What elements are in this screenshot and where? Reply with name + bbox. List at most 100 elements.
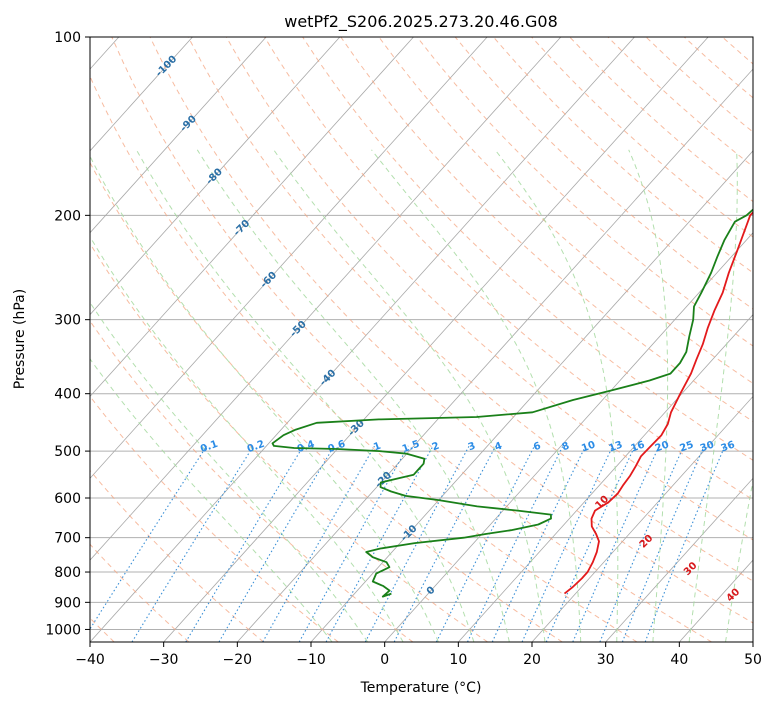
mixing-ratio-label: 10 xyxy=(580,439,597,454)
dry-adiabat-line xyxy=(378,37,753,385)
dry-adiabat-line xyxy=(454,37,753,310)
mixing-ratio-label: 8 xyxy=(561,441,571,454)
isotherm-line xyxy=(752,641,753,642)
y-tick-label: 500 xyxy=(54,444,81,460)
moist-adiabat-line xyxy=(273,149,546,642)
mixing-ratio-label: 0.6 xyxy=(327,439,347,455)
dry-adiabat-line xyxy=(225,37,753,541)
mixing-ratio-label: 20 xyxy=(654,439,671,454)
moist-adiabat-line xyxy=(90,235,404,642)
isotherm-line xyxy=(679,559,753,642)
dry-adiabat-line xyxy=(90,395,339,642)
isotherm-line xyxy=(90,37,341,316)
isotherm-line xyxy=(384,232,753,642)
x-tick-label: 40 xyxy=(670,652,688,668)
isotherm-line xyxy=(90,37,635,642)
moist-adiabat-label: 20 xyxy=(638,533,656,551)
x-axis-label: Temperature (°C) xyxy=(360,680,482,696)
moist-adiabat-line xyxy=(725,477,753,642)
isotherm-line xyxy=(458,313,753,642)
isotherm-line xyxy=(90,37,562,561)
mixing-ratio-label: 2 xyxy=(431,441,441,454)
mixing-ratio-label: 36 xyxy=(720,439,737,454)
y-tick-label: 900 xyxy=(54,595,81,611)
x-tick-label: −40 xyxy=(75,652,105,668)
mixing-ratio-line xyxy=(599,445,685,642)
x-tick-label: 30 xyxy=(597,652,615,668)
mixing-ratio-line xyxy=(131,445,254,642)
dry-adiabat-line xyxy=(90,469,264,642)
mixing-ratio-label: 30 xyxy=(699,439,716,454)
mixing-ratio-line xyxy=(467,445,564,642)
temperature-profile-line xyxy=(563,211,753,595)
x-tick-label: 20 xyxy=(523,652,541,668)
dry-adiabat-line xyxy=(531,37,753,238)
dry-adiabat-line xyxy=(90,320,414,642)
mixing-ratio-line xyxy=(218,445,335,642)
mixing-ratio-line xyxy=(185,445,304,642)
y-tick-label: 1000 xyxy=(45,622,81,638)
mixing-ratio-label: 16 xyxy=(629,439,646,454)
dry-adiabat-line xyxy=(493,37,753,274)
moist-adiabat-line xyxy=(688,149,738,642)
dry-adiabat-line xyxy=(607,37,753,168)
moist-adiabat-line xyxy=(628,149,669,642)
axes-layer: −40 −30 −20 −10 0 10 20 30 40 50 1000 900 800 700 600 5… xyxy=(45,30,762,668)
isotherm-line xyxy=(163,37,709,642)
dry-adiabat-line xyxy=(90,75,638,642)
dry-adiabat-line xyxy=(111,37,712,642)
mixing-ratio-label: 1 xyxy=(372,441,382,454)
mixing-ratio-line xyxy=(572,445,660,642)
dry-adiabat-line xyxy=(302,37,753,461)
moist-adiabat-line xyxy=(90,301,369,642)
y-tick-label: 200 xyxy=(54,208,81,224)
background-lines: -100-90-80-70-60-50-40-30-20-10010203040… xyxy=(90,37,753,642)
moist-adiabat-line xyxy=(371,149,582,642)
moist-adiabat-line xyxy=(494,149,619,642)
moist-adiabat-line xyxy=(90,358,333,642)
isotherm-line xyxy=(90,37,488,479)
dry-adiabat-line xyxy=(683,37,753,99)
x-tick-label: 10 xyxy=(449,652,467,668)
dry-adiabat-line xyxy=(416,37,753,347)
y-tick-label: 100 xyxy=(54,30,81,46)
mixing-ratio-line xyxy=(298,445,409,642)
mixing-ratio-line xyxy=(90,445,208,630)
mixing-ratio-line xyxy=(325,445,434,642)
y-tick-label: 400 xyxy=(54,387,81,403)
mixing-ratio-line xyxy=(435,445,535,642)
y-tick-label: 600 xyxy=(54,491,81,507)
plot-frame xyxy=(89,36,754,643)
isotherm-line xyxy=(90,37,414,398)
isotherm-line xyxy=(605,477,753,642)
dry-adiabat-line xyxy=(264,37,753,501)
mixing-ratio-line xyxy=(491,445,587,642)
mixing-ratio-label: 0.1 xyxy=(199,439,219,455)
mixing-ratio-line xyxy=(644,445,726,642)
moist-adiabat-line xyxy=(135,149,475,642)
dry-adiabat-line xyxy=(187,37,753,582)
series-layer xyxy=(271,208,753,598)
dry-adiabat-line xyxy=(645,37,753,133)
y-tick-label: 700 xyxy=(54,531,81,547)
dry-adiabat-line xyxy=(90,161,563,642)
isotherm-line xyxy=(531,395,753,642)
mixing-ratio-label: 3 xyxy=(467,441,477,454)
mixing-ratio-label: 0.2 xyxy=(246,439,266,455)
chart-title: wetPf2_S206.2025.273.20.46.G08 xyxy=(284,12,558,32)
isotherm-line xyxy=(90,37,193,152)
dewpoint-profile-line xyxy=(271,208,753,598)
x-tick-label: −30 xyxy=(149,652,179,668)
dry-adiabat-line xyxy=(149,37,753,624)
moist-adiabat-label: 30 xyxy=(682,560,700,578)
isotherm-line xyxy=(90,37,267,234)
y-tick-label: 800 xyxy=(54,565,81,581)
isotherm-line xyxy=(237,68,753,642)
x-tick-label: 0 xyxy=(380,652,389,668)
mixing-ratio-label: 25 xyxy=(678,439,695,454)
y-tick-label: 300 xyxy=(54,313,81,329)
mixing-ratio-label: 4 xyxy=(493,441,503,454)
mixing-ratio-label: 6 xyxy=(532,441,542,454)
mixing-ratio-line xyxy=(393,445,497,642)
